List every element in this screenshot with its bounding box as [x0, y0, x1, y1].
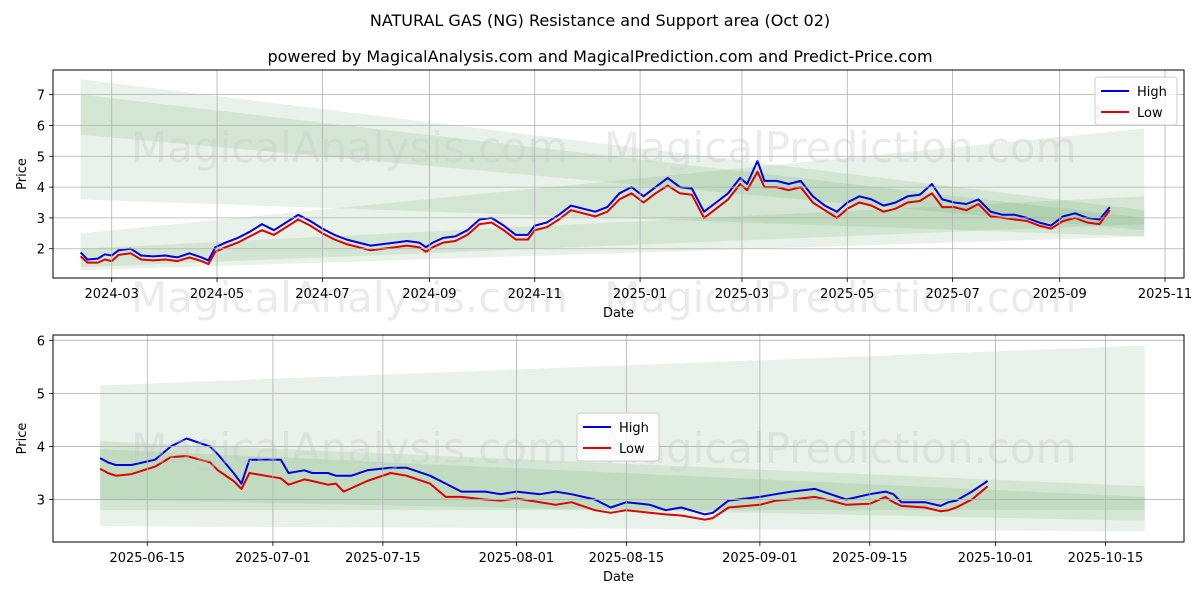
- plot-area: [99, 345, 1145, 532]
- x-tick-label: 2025-05: [820, 287, 874, 302]
- x-tick-label: 2025-07-01: [235, 551, 311, 566]
- x-tick-label: 2024-03: [85, 287, 139, 302]
- x-tick-label: 2025-08-15: [589, 551, 665, 566]
- support-resistance-band: [80, 79, 1145, 231]
- legend: High Low: [576, 412, 660, 462]
- x-tick-label: 2025-11: [1138, 287, 1192, 302]
- watermark-text: MagicalPrediction.com: [604, 123, 1077, 172]
- x-tick-label: 2024-07: [295, 287, 349, 302]
- x-tick-label: 2024-05: [190, 287, 244, 302]
- y-tick-label: 4: [37, 181, 45, 196]
- top-panel: MagicalAnalysis.com MagicalPrediction.com…: [15, 69, 1192, 322]
- x-tick-label: 2025-07: [925, 287, 979, 302]
- watermark-text: MagicalAnalysis.com: [131, 273, 568, 322]
- support-resistance-band: [80, 94, 1145, 237]
- support-resistance-band: [100, 449, 1145, 521]
- watermark-text: MagicalPrediction.com: [604, 273, 1077, 322]
- x-tick-label: 2025-09-15: [832, 551, 908, 566]
- x-tick-label: 2024-11: [508, 287, 562, 302]
- legend-label-low: Low: [1137, 106, 1163, 121]
- support-resistance-band: [80, 128, 1145, 271]
- y-tick-label: 4: [37, 440, 45, 455]
- legend-label-high: High: [1137, 85, 1167, 100]
- legend: High Low: [1094, 76, 1178, 126]
- x-tick-label: 2025-07-15: [345, 551, 421, 566]
- x-axis-label: Date: [603, 570, 634, 585]
- series-line-high: [79, 159, 1111, 262]
- watermark-text: MagicalAnalysis.com: [131, 123, 568, 172]
- x-tick-label: 2025-03: [715, 287, 769, 302]
- plot-area: [79, 79, 1145, 271]
- y-tick-label: 6: [37, 119, 45, 134]
- axes-frame: [52, 334, 1185, 543]
- legend-label-high: High: [619, 421, 649, 436]
- x-tick-label: 2025-10-15: [1068, 551, 1144, 566]
- y-tick-label: 3: [37, 212, 45, 227]
- bottom-panel: MagicalAnalysis.com MagicalPrediction.com…: [15, 334, 1185, 585]
- y-tick-label: 2: [37, 243, 45, 258]
- legend-label-low: Low: [619, 442, 645, 457]
- y-axis-label: Price: [15, 158, 30, 190]
- x-tick-label: 2025-10-01: [958, 551, 1034, 566]
- chart-subtitle: powered by MagicalAnalysis.com and Magic…: [267, 47, 932, 66]
- chart-title: NATURAL GAS (NG) Resistance and Support …: [370, 11, 830, 30]
- y-tick-label: 3: [37, 494, 45, 509]
- y-tick-label: 7: [37, 89, 45, 104]
- x-axis-label: Date: [603, 306, 634, 321]
- y-tick-label: 5: [37, 387, 45, 402]
- x-tick-label: 2025-01: [613, 287, 667, 302]
- x-tick-label: 2024-09: [402, 287, 456, 302]
- x-tick-label: 2025-09-01: [722, 551, 798, 566]
- x-tick-label: 2025-08-01: [479, 551, 555, 566]
- support-resistance-band: [80, 196, 1145, 268]
- y-tick-label: 5: [37, 150, 45, 165]
- axes-frame: [52, 69, 1185, 279]
- y-tick-label: 6: [37, 334, 45, 349]
- x-tick-label: 2025-06-15: [109, 551, 185, 566]
- x-tick-label: 2025-09: [1033, 287, 1087, 302]
- watermark-text: MagicalPrediction.com: [604, 424, 1077, 473]
- watermark-text: MagicalAnalysis.com: [131, 424, 568, 473]
- y-axis-label: Price: [15, 423, 30, 455]
- series-line-low: [79, 170, 1111, 266]
